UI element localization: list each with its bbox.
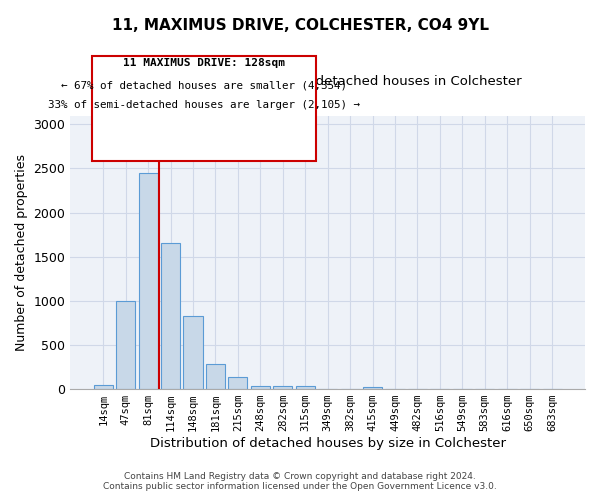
Text: Contains HM Land Registry data © Crown copyright and database right 2024.: Contains HM Land Registry data © Crown c… [124, 472, 476, 481]
Bar [229, 377, 247, 389]
Text: 33% of semi-detached houses are larger (2,105) →: 33% of semi-detached houses are larger (… [48, 100, 360, 110]
Text: 11, MAXIMUS DRIVE, COLCHESTER, CO4 9YL: 11, MAXIMUS DRIVE, COLCHESTER, CO4 9YL [112, 18, 488, 32]
Bar [94, 384, 113, 389]
Bar [139, 173, 158, 389]
X-axis label: Distribution of detached houses by size in Colchester: Distribution of detached houses by size … [149, 437, 506, 450]
Bar [273, 386, 292, 389]
Bar [363, 388, 382, 389]
Bar [184, 316, 203, 389]
Text: 11 MAXIMUS DRIVE: 128sqm: 11 MAXIMUS DRIVE: 128sqm [123, 58, 285, 68]
Bar [296, 386, 315, 389]
Text: ← 67% of detached houses are smaller (4,354): ← 67% of detached houses are smaller (4,… [61, 80, 347, 90]
Text: Contains public sector information licensed under the Open Government Licence v3: Contains public sector information licen… [103, 482, 497, 491]
Bar [116, 301, 135, 389]
Bar [206, 364, 225, 389]
Bar [251, 386, 270, 389]
Title: Size of property relative to detached houses in Colchester: Size of property relative to detached ho… [133, 75, 522, 88]
Y-axis label: Number of detached properties: Number of detached properties [15, 154, 28, 351]
Bar [161, 244, 180, 389]
